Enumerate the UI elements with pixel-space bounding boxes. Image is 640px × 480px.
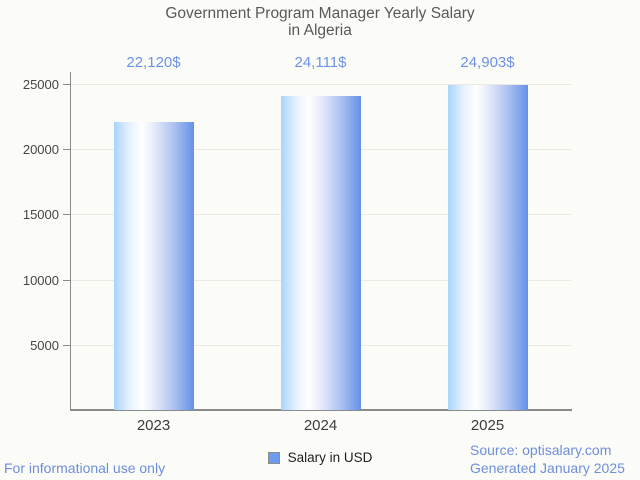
generated-text: Generated January 2025 — [470, 460, 625, 476]
x-axis-label: 2023 — [136, 417, 171, 434]
y-axis-tick — [63, 279, 70, 281]
chart-title: Government Program Manager Yearly Salary… — [165, 5, 475, 39]
y-axis-label: 15000 — [22, 207, 59, 223]
gridline — [71, 84, 571, 85]
y-axis-line — [70, 72, 71, 410]
y-axis-tick — [63, 149, 70, 151]
legend-label: Salary in USD — [287, 450, 373, 465]
source-text: Source: optisalary.com — [470, 442, 612, 458]
bar-value-label: 24,903$ — [460, 54, 515, 71]
disclaimer-text: For informational use only — [4, 460, 166, 476]
source-attribution: Source: optisalary.com Generated January… — [470, 441, 625, 477]
y-axis-label: 25000 — [22, 77, 59, 92]
bar — [447, 85, 528, 410]
bar-value-label: 22,120$ — [126, 54, 181, 71]
bar — [113, 121, 194, 410]
x-axis-label: 2025 — [470, 417, 505, 434]
y-axis-label: 5000 — [30, 337, 59, 353]
legend: Salary in USD — [0, 450, 640, 465]
y-axis-label: 20000 — [22, 142, 59, 158]
y-axis-label: 10000 — [22, 272, 59, 288]
y-axis-tick — [63, 214, 70, 216]
x-axis-label: 2024 — [303, 417, 338, 434]
bar-value-label: 24,111$ — [294, 54, 347, 71]
bar — [280, 95, 361, 410]
y-axis-tick — [63, 344, 70, 346]
y-axis-tick — [63, 84, 70, 85]
legend-swatch — [267, 451, 280, 464]
